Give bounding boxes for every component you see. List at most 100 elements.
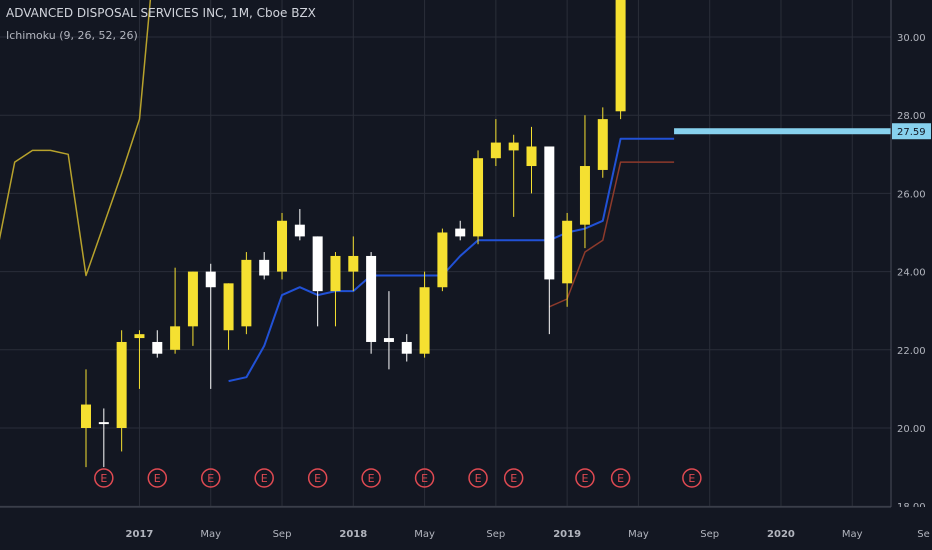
candle (187, 271, 198, 346)
earnings-circle (94, 468, 114, 488)
time-tick-label: Sep (700, 529, 719, 540)
earnings-circle (503, 468, 524, 488)
candle (490, 119, 501, 167)
symbol-title: ADVANCED DISPOSAL SERVICES INC, 1M, Cboe… (6, 6, 316, 20)
time-tick-label: 2020 (767, 529, 795, 540)
candle-body (116, 341, 127, 428)
candle (134, 330, 145, 389)
earnings-label: E (617, 472, 624, 485)
earnings-marker[interactable]: E (361, 468, 381, 488)
earnings-circle (414, 468, 435, 488)
earnings-marker[interactable]: E (147, 468, 168, 488)
earnings-circle (147, 468, 168, 488)
earnings-marker[interactable]: E (307, 468, 328, 488)
candle-body (473, 158, 484, 237)
earnings-circle (575, 468, 595, 488)
ichimoku-price-label: 27.59 (897, 127, 926, 138)
earnings-marker[interactable]: E (682, 468, 702, 488)
candle-body (81, 404, 91, 428)
earnings-marker[interactable]: E (200, 468, 221, 488)
candle-body (383, 338, 394, 342)
candle (98, 408, 109, 468)
time-tick-label: May (414, 529, 435, 540)
candle-body (348, 255, 359, 272)
candle-body (597, 119, 608, 170)
candle-body (277, 220, 288, 272)
candle (223, 283, 234, 350)
ichimoku-badge (892, 123, 931, 140)
candle-layer (81, 0, 626, 468)
candle-body (544, 146, 555, 280)
earnings-label: E (154, 472, 161, 485)
earnings-circle (254, 468, 274, 488)
candle-body (98, 422, 109, 425)
candle-body (312, 236, 323, 292)
time-tick-label: 2019 (553, 529, 581, 540)
price-tick-label: 22.00 (897, 346, 926, 357)
price-tick-label: 26.00 (897, 189, 926, 200)
candle (81, 369, 91, 468)
price-tick-label: 24.00 (897, 268, 926, 279)
earnings-label: E (510, 472, 517, 485)
price-tick-label: 30.00 (897, 33, 926, 44)
candle-body (579, 166, 590, 225)
earnings-label: E (475, 472, 482, 485)
earnings-circle (307, 468, 328, 488)
candle-body (330, 255, 341, 292)
candle (170, 267, 181, 354)
lagging-line (0, 0, 152, 277)
candle (473, 150, 484, 245)
candle-body (615, 0, 626, 112)
candle (294, 209, 305, 241)
candle (312, 236, 323, 327)
candle (526, 126, 537, 194)
candle (205, 263, 216, 389)
candle-body (223, 283, 234, 331)
time-tick-label: 2018 (339, 529, 367, 540)
candle-body (562, 220, 573, 284)
candle-body (294, 224, 305, 237)
candle (259, 252, 270, 280)
candle (383, 291, 394, 370)
candle-body (134, 334, 145, 339)
candle (544, 146, 555, 335)
candle-body (526, 146, 537, 167)
time-tick-label: May (200, 529, 221, 540)
earnings-marker[interactable]: E (254, 468, 274, 488)
earnings-marker[interactable]: E (575, 468, 595, 488)
earnings-marker[interactable]: E (610, 468, 631, 488)
time-tick-label: Sep (273, 529, 292, 540)
earnings-label: E (368, 472, 375, 485)
earnings-label: E (581, 472, 588, 485)
earnings-label: E (421, 472, 428, 485)
indicator-layer (0, 0, 675, 383)
price-tick-label: 28.00 (897, 111, 926, 122)
earnings-circle (682, 468, 702, 488)
price-line-layer (674, 128, 891, 135)
candle-body (490, 142, 501, 159)
candle-body (187, 271, 198, 327)
candle-body (205, 271, 216, 288)
candle-body (170, 326, 181, 350)
candle-body (455, 228, 466, 237)
candle-body (259, 259, 270, 276)
time-tick-label: Sep (486, 529, 505, 540)
earnings-label: E (261, 472, 268, 485)
candle (437, 228, 448, 292)
candle (241, 252, 252, 335)
candle (401, 334, 412, 362)
earnings-label: E (688, 472, 695, 485)
conversion-line (228, 137, 675, 383)
earnings-circle (610, 468, 631, 488)
earnings-marker[interactable]: E (414, 468, 435, 488)
time-tick-label: Se (917, 529, 930, 540)
earnings-marker[interactable]: E (503, 468, 524, 488)
earnings-marker[interactable]: E (94, 468, 114, 488)
indicator-legend[interactable]: Ichimoku (9, 26, 52, 26) (6, 29, 138, 42)
earnings-marker[interactable]: E (468, 468, 488, 488)
candle-body (508, 142, 519, 151)
